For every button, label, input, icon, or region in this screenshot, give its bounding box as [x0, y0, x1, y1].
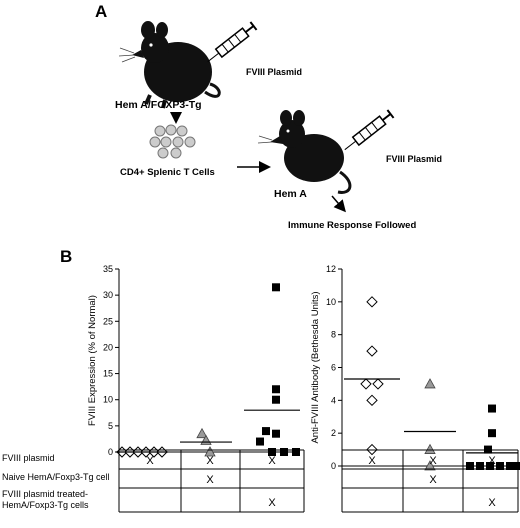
table-x-mark: X — [368, 455, 376, 467]
panel-a-letter: A — [95, 2, 108, 21]
y-axis-label: FVIII Expression (% of Normal) — [87, 295, 98, 426]
t-cells-illustration — [149, 124, 196, 159]
y-tick-label: 35 — [103, 264, 113, 274]
donor-injection-label: FVIII Plasmid — [246, 67, 302, 77]
y-tick-label: 30 — [103, 290, 113, 300]
data-point-group-3 — [256, 437, 264, 446]
data-point-group-3 — [272, 283, 280, 292]
y-tick-label: 12 — [326, 264, 336, 274]
data-point-group-2 — [204, 446, 216, 457]
row-label-fviii-plasmid: FVIII plasmid — [2, 453, 55, 463]
outcome-label: Immune Response Followed — [288, 220, 416, 231]
donor-mouse-illustration — [118, 21, 221, 109]
data-point-group-3 — [272, 385, 280, 394]
table-x-mark: X — [429, 474, 437, 486]
data-point-group-3 — [514, 462, 520, 470]
data-point-group-1 — [366, 394, 378, 407]
data-point-group-3 — [280, 448, 288, 456]
table-x-mark: X — [146, 455, 154, 467]
treatment-table-left: X X XXX — [118, 449, 305, 513]
data-point-group-1 — [372, 378, 384, 390]
recipient-syringe-icon — [344, 109, 395, 151]
table-x-mark: X — [206, 474, 214, 486]
table-x-mark: X — [206, 455, 214, 467]
data-point-group-3 — [496, 462, 504, 470]
data-point-group-3 — [476, 462, 484, 470]
y-tick-label: 0 — [331, 461, 336, 471]
table-x-mark: X — [268, 497, 276, 509]
recipient-mouse-illustration — [257, 110, 352, 194]
y-tick-label: 2 — [331, 428, 336, 438]
y-tick-label: 25 — [103, 316, 113, 326]
y-tick-label: 8 — [331, 330, 336, 340]
data-point-group-3 — [268, 448, 276, 456]
panel-b-letter: B — [60, 247, 73, 266]
y-tick-label: 10 — [103, 395, 113, 405]
recipient-to-outcome-arrow — [331, 195, 346, 213]
y-tick-label: 6 — [331, 363, 336, 373]
data-point-group-3 — [488, 429, 496, 438]
y-axis-label: Anti-FVIII Antibody (Bethesda Units) — [310, 291, 321, 443]
table-x-mark: X — [429, 455, 437, 467]
data-point-group-2 — [424, 378, 436, 389]
row-label-treated-cells-2: HemA/Foxp3-Tg cells — [2, 500, 89, 510]
data-point-group-3 — [506, 462, 514, 470]
data-point-group-3 — [272, 395, 280, 404]
data-point-group-1 — [366, 296, 378, 308]
table-x-mark: X — [488, 455, 496, 467]
fviii-expression-chart: 0 5 10 15 20 25 30 35 FVIII Expression (% of Nor… — [87, 264, 300, 458]
recipient-injection-label: FVIII Plasmid — [386, 154, 442, 164]
y-tick-label: 10 — [326, 297, 336, 307]
donor-syringe-icon — [207, 21, 258, 63]
data-point-group-2 — [424, 443, 436, 454]
data-point-group-3 — [466, 462, 474, 470]
y-tick-label: 5 — [108, 421, 113, 431]
data-point-group-3 — [488, 404, 496, 413]
data-point-group-3 — [262, 427, 270, 436]
data-point-group-1 — [360, 378, 372, 390]
table-x-mark: X — [488, 497, 496, 509]
cells-label: CD4+ Splenic T Cells — [120, 167, 215, 178]
data-point-group-2 — [424, 460, 436, 471]
data-point-group-3 — [486, 462, 494, 470]
table-row-labels: FVIII plasmid Naive HemA/Foxp3-Tg cell F… — [2, 453, 110, 510]
data-point-group-2 — [196, 427, 208, 439]
y-tick-label: 4 — [331, 395, 336, 405]
y-tick-label: 20 — [103, 342, 113, 352]
y-tick-label: 0 — [108, 447, 113, 457]
anti-fviii-antibody-chart: 0 2 4 6 8 10 12 Anti-FVIII Antibody (Bethesda U… — [310, 264, 520, 471]
donor-mouse-label: Hem A/FOXP3-Tg — [115, 99, 202, 111]
data-point-group-3 — [272, 429, 280, 438]
data-point-group-3 — [292, 448, 300, 456]
table-x-mark: X — [268, 455, 276, 467]
treatment-table-right: X X XXX — [341, 449, 519, 513]
y-tick-label: 15 — [103, 369, 113, 379]
data-point-group-1 — [366, 345, 378, 357]
recipient-mouse-label: Hem A — [274, 188, 307, 200]
row-label-treated-cells-1: FVIII plasmid treated- — [2, 489, 88, 499]
row-label-naive-cells: Naive HemA/Foxp3-Tg cell — [2, 472, 110, 482]
